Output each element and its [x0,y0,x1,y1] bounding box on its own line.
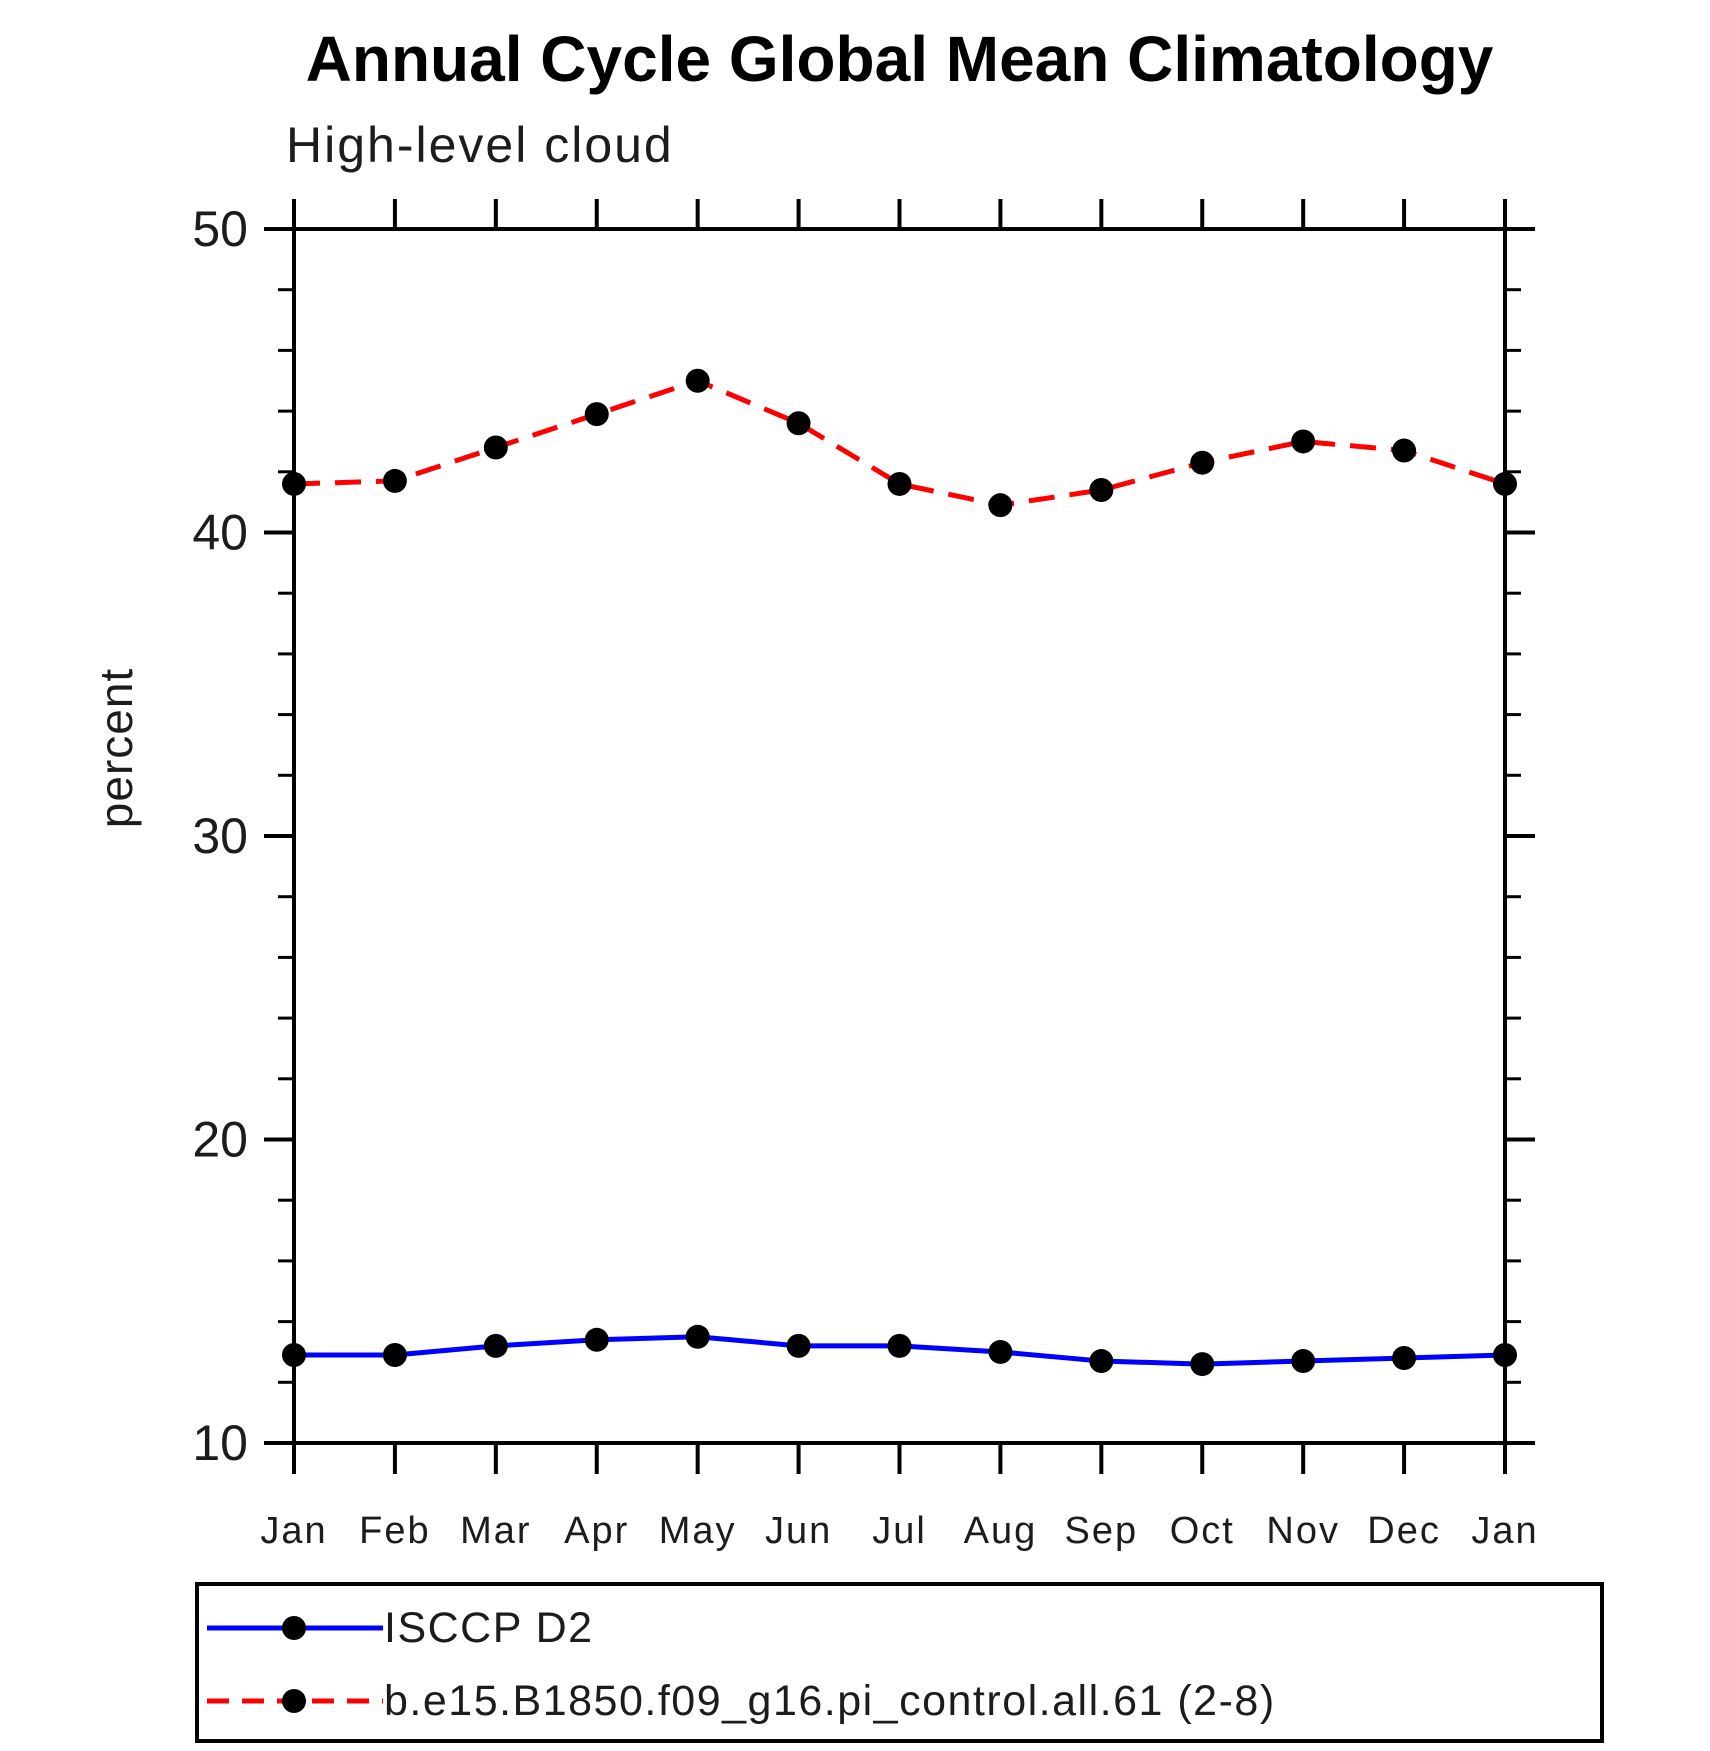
x-tick-label: May [659,1510,737,1552]
data-point-series-1 [1392,438,1417,463]
data-point-series-1 [1190,450,1215,475]
x-tick-label: Mar [460,1510,531,1552]
data-point-series-0 [382,1342,407,1367]
legend-line-dashed-icon [207,1689,383,1713]
x-tick-label: Apr [564,1510,629,1552]
data-point-series-1 [1493,471,1517,496]
legend-item-model: b.e15.B1850.f09_g16.pi_control.all.61 (2… [202,1676,1276,1725]
chart-title: Annual Cycle Global Mean Climatology [305,23,1494,95]
chart-subtitle: High-level cloud [286,117,674,173]
data-point-series-1 [584,402,609,427]
legend-label-isccp: ISCCP D2 [384,1603,594,1652]
legend-item-isccp: ISCCP D2 [202,1603,594,1652]
x-tick-label: Jun [765,1510,832,1552]
data-point-series-0 [685,1324,710,1349]
y-tick-label: 10 [192,1415,248,1471]
data-point-series-1 [382,468,407,493]
data-point-series-0 [887,1333,912,1358]
data-point-series-1 [786,411,811,436]
y-tick-label: 20 [192,1112,248,1168]
x-tick-label: Jan [260,1510,327,1552]
plot-frame [292,227,1507,1445]
y-tick-label: 50 [192,201,248,257]
data-point-series-1 [1291,429,1316,454]
data-point-series-0 [1392,1346,1417,1371]
x-tick-label: Oct [1170,1510,1235,1552]
legend-label-model: b.e15.B1850.f09_g16.pi_control.all.61 (2… [384,1676,1276,1725]
data-point-series-1 [1089,478,1114,503]
data-point-series-1 [685,368,710,393]
data-point-series-0 [1291,1349,1316,1374]
data-point-series-1 [282,471,306,496]
data-point-series-0 [584,1327,609,1352]
data-point-series-0 [1493,1342,1517,1367]
x-tick-label: Jul [872,1510,927,1552]
x-tick-label: Feb [359,1510,430,1552]
data-point-series-0 [483,1333,508,1358]
x-tick-label: Nov [1266,1510,1340,1552]
y-tick-label: 40 [192,505,248,561]
data-point-series-0 [1089,1349,1114,1374]
data-point-series-1 [887,471,912,496]
x-tick-label: Dec [1367,1510,1441,1552]
data-point-series-0 [282,1342,306,1367]
data-point-series-0 [786,1333,811,1358]
legend-box: ISCCP D2 b.e15.B1850.f09_g16.pi_control.… [195,1582,1604,1743]
data-point-series-1 [483,435,508,460]
x-tick-label: Sep [1065,1510,1139,1552]
legend-line-solid-icon [207,1616,383,1640]
x-tick-label: Aug [964,1510,1038,1552]
data-point-series-0 [1190,1352,1215,1377]
y-tick-label: 30 [192,808,248,864]
x-tick-label: Jan [1471,1510,1538,1552]
data-point-series-0 [988,1339,1013,1364]
data-point-series-1 [988,493,1013,518]
